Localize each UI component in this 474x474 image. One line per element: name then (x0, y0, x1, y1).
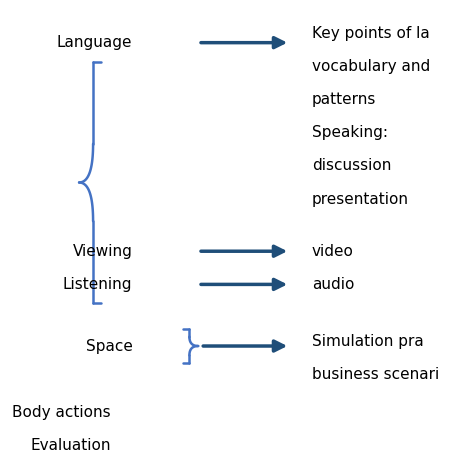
Text: Space: Space (86, 338, 133, 354)
Text: audio: audio (312, 277, 355, 292)
Text: Body actions: Body actions (12, 405, 110, 420)
Text: video: video (312, 244, 354, 259)
Text: Evaluation: Evaluation (30, 438, 110, 453)
Text: business scenari: business scenari (312, 367, 439, 382)
Text: Language: Language (57, 35, 133, 50)
Text: Listening: Listening (63, 277, 133, 292)
Text: Simulation pra: Simulation pra (312, 334, 424, 349)
Text: vocabulary and: vocabulary and (312, 59, 430, 74)
Text: Key points of la: Key points of la (312, 26, 430, 41)
Text: discussion: discussion (312, 158, 392, 173)
Text: patterns: patterns (312, 92, 376, 107)
Text: presentation: presentation (312, 191, 409, 207)
Text: Viewing: Viewing (73, 244, 133, 259)
Text: Speaking:: Speaking: (312, 125, 388, 140)
